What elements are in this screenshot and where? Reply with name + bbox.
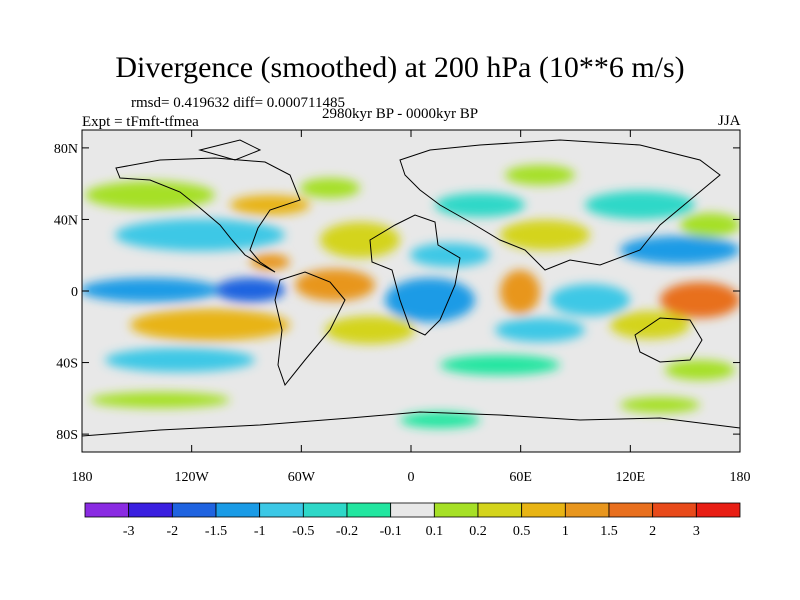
colorbar-label: -1	[254, 524, 266, 539]
period-label: 2980kyr BP - 0000kyr BP	[322, 106, 479, 122]
x-axis: 180 120W 60W 0 60E 120E 180	[72, 130, 751, 485]
x-tick-label: 0	[408, 470, 415, 485]
colorbar-swatch	[521, 502, 566, 518]
x-tick-label: 60E	[509, 470, 532, 485]
colorbar-swatch	[652, 502, 697, 518]
colorbar-label: 1.5	[600, 524, 618, 539]
colorbar-label: -3	[123, 524, 135, 539]
colorbar-label: 1	[562, 524, 569, 539]
plot-title: Divergence (smoothed) at 200 hPa (10**6 …	[115, 51, 685, 84]
colorbar-label: 3	[693, 524, 700, 539]
colorbar-swatch	[84, 502, 130, 518]
x-tick-label: 60W	[288, 470, 316, 485]
x-tick-label: 120W	[175, 470, 210, 485]
coastlines	[82, 139, 740, 437]
colorbar-swatch	[259, 502, 304, 518]
colorbar-swatch	[346, 502, 392, 518]
colorbar-swatch	[302, 502, 348, 518]
colorbar-label: 0.5	[513, 524, 531, 539]
colorbar-label: 2	[649, 524, 656, 539]
colorbar-swatch	[128, 502, 173, 518]
colorbar-label: -0.1	[380, 524, 402, 539]
colorbar-label: -0.2	[336, 524, 358, 539]
colorbar-swatch	[477, 502, 523, 518]
colorbar-label: -1.5	[205, 524, 227, 539]
x-tick-label: 120E	[616, 470, 646, 485]
x-tick-label: 180	[730, 470, 751, 485]
season-label: JJA	[718, 113, 741, 129]
colorbar-swatch	[695, 502, 741, 518]
colorbar-swatch	[433, 502, 479, 518]
y-tick-label: 40S	[56, 357, 78, 372]
y-tick-label: 80N	[54, 142, 78, 157]
y-tick-label: 40N	[54, 213, 78, 228]
colorbar-swatch	[564, 502, 610, 518]
colorbar-swatch	[608, 502, 654, 518]
colorbar: -3 -2 -1.5 -1 -0.5 -0.2 -0.1 0.1 0.2 0.5 1 1.5 2 3	[84, 502, 741, 539]
anomaly-field	[82, 165, 740, 428]
colorbar-swatch	[215, 502, 261, 518]
y-tick-label: 80S	[56, 428, 78, 443]
colorbar-label: 0.1	[426, 524, 444, 539]
colorbar-swatch	[390, 502, 435, 518]
experiment-label: Expt = tFmft-tfmea	[82, 114, 199, 130]
colorbar-swatch	[171, 502, 217, 518]
x-tick-label: 180	[72, 470, 93, 485]
colorbar-label: 0.2	[469, 524, 487, 539]
y-tick-label: 0	[71, 285, 78, 300]
colorbar-label: -2	[166, 524, 178, 539]
stats-text: rmsd= 0.419632 diff= 0.000711485	[131, 95, 345, 111]
colorbar-label: -0.5	[292, 524, 314, 539]
y-axis: 80N 40N 0 40S 80S	[54, 142, 740, 443]
